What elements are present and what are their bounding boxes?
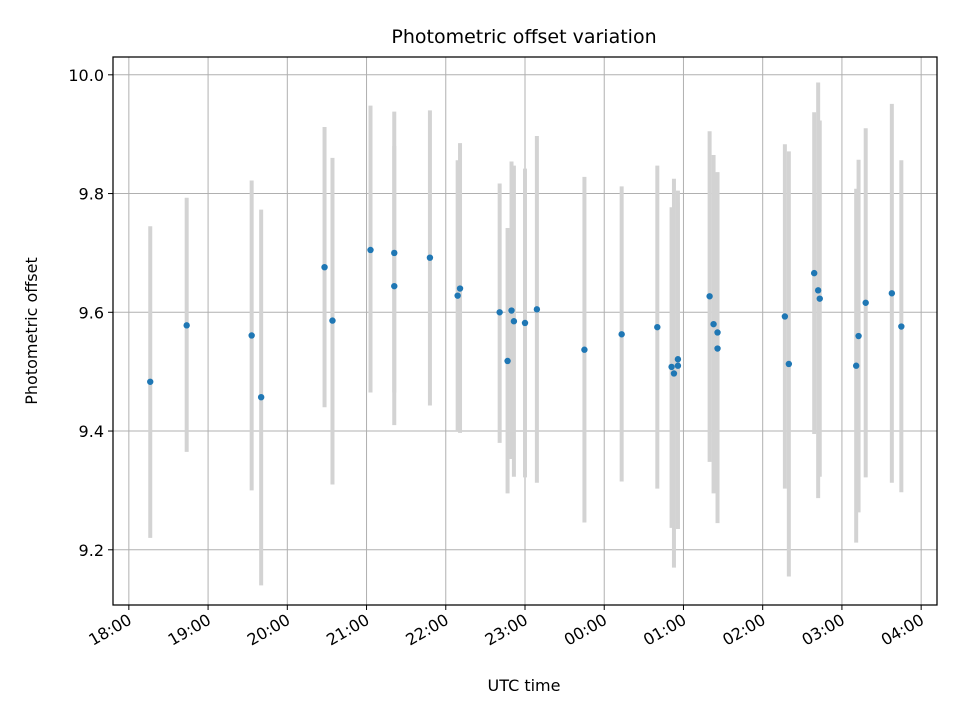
data-point bbox=[147, 378, 154, 385]
data-point bbox=[706, 293, 713, 300]
error-bars bbox=[148, 82, 904, 586]
data-point bbox=[257, 393, 265, 401]
x-axis-label: UTC time bbox=[488, 676, 561, 695]
x-tick-label: 23:00 bbox=[482, 610, 531, 650]
y-axis: 9.2 9.4 9.6 9.8 10.0 bbox=[68, 66, 113, 560]
data-point bbox=[674, 362, 682, 369]
y-tick-label: 9.4 bbox=[79, 422, 104, 441]
data-point bbox=[533, 306, 541, 313]
x-axis: 18:00 19:00 20:00 21:00 22:00 23:00 00:00 01:00… bbox=[85, 605, 927, 650]
data-point bbox=[654, 323, 661, 331]
data-point bbox=[329, 317, 336, 324]
x-tick-label: 21:00 bbox=[323, 610, 372, 650]
y-tick-label: 9.6 bbox=[79, 303, 104, 322]
data-point bbox=[855, 332, 862, 340]
data-point bbox=[391, 282, 398, 290]
data-point bbox=[670, 370, 678, 377]
data-point bbox=[496, 309, 503, 316]
data-point bbox=[888, 290, 896, 297]
x-tick-label: 04:00 bbox=[878, 610, 927, 650]
data-point bbox=[714, 345, 721, 352]
data-point bbox=[183, 322, 190, 329]
x-tick-label: 01:00 bbox=[640, 610, 689, 650]
data-point bbox=[668, 363, 675, 371]
chart-title: Photometric offset variation bbox=[391, 26, 656, 48]
data-points bbox=[147, 246, 905, 401]
data-point bbox=[521, 319, 529, 327]
data-point bbox=[898, 323, 905, 330]
data-point bbox=[862, 299, 869, 306]
x-tick-label: 19:00 bbox=[165, 610, 214, 650]
data-point bbox=[321, 263, 328, 271]
data-point bbox=[391, 249, 398, 257]
data-point bbox=[810, 269, 818, 277]
data-point bbox=[714, 329, 721, 336]
x-tick-label: 22:00 bbox=[402, 610, 451, 650]
data-point bbox=[710, 320, 717, 328]
y-tick-label: 9.2 bbox=[79, 541, 104, 560]
data-point bbox=[508, 307, 515, 314]
data-point bbox=[426, 254, 434, 261]
y-tick-label: 10.0 bbox=[68, 66, 104, 85]
data-point bbox=[504, 357, 511, 365]
x-tick-label: 20:00 bbox=[244, 610, 293, 650]
data-point bbox=[248, 332, 255, 339]
data-point bbox=[456, 285, 464, 292]
y-axis-label: Photometric offset bbox=[22, 257, 41, 405]
y-tick-label: 9.8 bbox=[79, 185, 104, 204]
x-tick-label: 18:00 bbox=[85, 610, 134, 650]
data-point bbox=[454, 292, 461, 299]
data-point bbox=[852, 362, 860, 369]
data-point bbox=[785, 360, 793, 368]
data-point bbox=[781, 313, 789, 320]
x-tick-label: 03:00 bbox=[798, 610, 847, 650]
data-point bbox=[816, 295, 823, 302]
data-point bbox=[367, 246, 374, 254]
x-tick-label: 02:00 bbox=[719, 610, 768, 650]
data-point bbox=[618, 331, 625, 338]
data-point bbox=[814, 287, 822, 294]
data-point bbox=[674, 356, 682, 363]
data-point bbox=[510, 318, 518, 325]
data-point bbox=[581, 346, 588, 353]
x-tick-label: 00:00 bbox=[561, 610, 610, 650]
